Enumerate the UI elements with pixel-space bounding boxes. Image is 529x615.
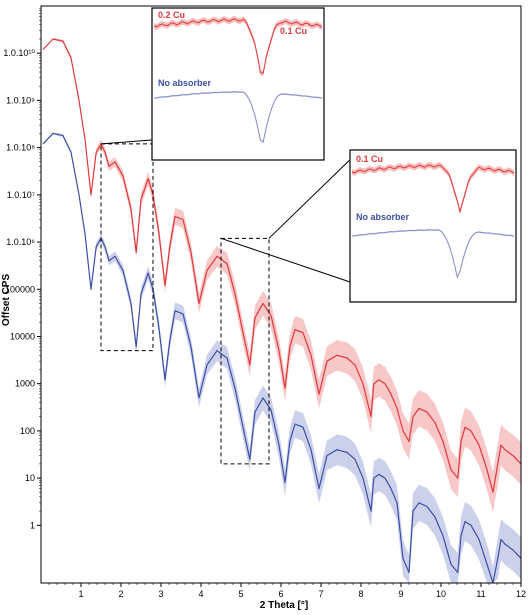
inset-curve	[351, 164, 515, 214]
y-tick-label: 1.0.10⁹	[6, 95, 35, 105]
x-tick-label: 7	[318, 589, 323, 599]
y-tick-label: 1	[30, 520, 35, 530]
y-tick-label: 10000	[10, 331, 35, 341]
inset-curve	[153, 91, 323, 143]
x-tick-label: 4	[198, 589, 203, 599]
x-tick-label: 5	[238, 589, 243, 599]
y-tick-label: 1.0.10⁸	[6, 143, 35, 153]
zoom-box-1	[100, 143, 154, 352]
inset-label: No absorber	[158, 78, 212, 88]
series-2-line	[42, 132, 522, 584]
x-axis-label: 2 Theta [°]	[260, 600, 308, 611]
inset-curve	[153, 18, 323, 74]
x-tick-label: 10	[436, 589, 446, 599]
y-tick-label: 1.0.10⁶	[6, 237, 35, 247]
plot-area	[42, 38, 522, 584]
inset-frame	[151, 7, 325, 161]
x-tick-label: 1	[78, 589, 83, 599]
inset-label: 0.1 Cu	[280, 26, 307, 36]
insets: 0.2 Cu 0.1 Cu No absorber 0.1 Cu No absorber	[100, 7, 517, 465]
zoom-box-2	[220, 237, 270, 465]
x-tick-label: 9	[398, 589, 403, 599]
x-tick-label: 12	[516, 589, 526, 599]
series-2-band	[43, 132, 521, 583]
y-tick-label: 10	[25, 473, 35, 483]
inset-label: 0.1 Cu	[356, 154, 383, 164]
zoom-connector	[100, 139, 153, 145]
inset-panel-2: 0.1 Cu No absorber	[349, 149, 517, 303]
y-tick-label: 100	[20, 426, 35, 436]
y-axis-label: Offset CPS	[1, 274, 12, 327]
zoom-connector	[268, 149, 361, 239]
x-tick-label: 11	[476, 589, 485, 599]
y-tick-label: 1.0.10⁷	[7, 190, 35, 200]
y-tick-label: 1.0.10¹⁰	[3, 48, 35, 58]
axes: 1 2 3 4 5 6 7 8 9 10 11 121101001000100001000001.0.…	[3, 5, 526, 599]
inset-panel-1: 0.2 Cu 0.1 Cu No absorber	[151, 7, 325, 161]
x-tick-label: 6	[278, 589, 283, 599]
x-tick-label: 8	[358, 589, 363, 599]
inset-curve-band	[154, 15, 322, 77]
inset-curve-band	[352, 162, 514, 215]
series-1-line	[42, 38, 522, 493]
inset-label: 0.2 Cu	[158, 10, 185, 20]
inset-curve	[351, 229, 515, 279]
inset-label: No absorber	[356, 212, 410, 222]
x-tick-label: 3	[158, 589, 163, 599]
y-tick-label: 1000	[15, 379, 35, 389]
x-tick-label: 2	[118, 589, 123, 599]
zoom-connector	[220, 237, 351, 283]
y-tick-label: 100000	[5, 284, 35, 294]
inset-frame	[349, 149, 517, 303]
